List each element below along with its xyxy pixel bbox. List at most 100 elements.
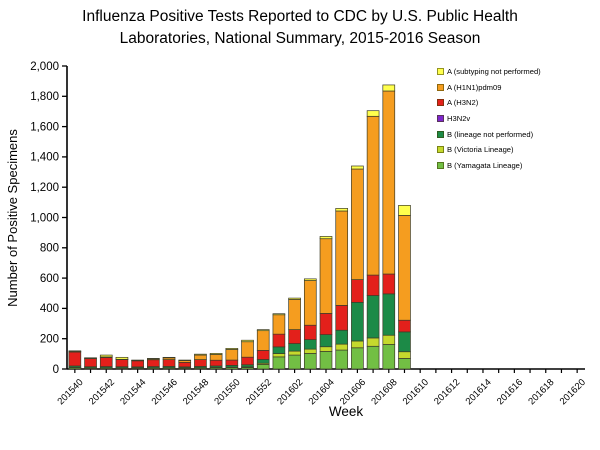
x-tick-label: 201602 bbox=[275, 377, 305, 407]
y-tick-label: 1,600 bbox=[30, 121, 59, 133]
bar-segment-201601 bbox=[272, 353, 286, 358]
legend-swatch bbox=[437, 99, 444, 107]
x-tick-label: 201546 bbox=[150, 377, 180, 407]
x-tick-label: 201542 bbox=[87, 377, 117, 407]
bar-segment-201601 bbox=[272, 333, 286, 348]
bar-segment-201602 bbox=[288, 329, 301, 344]
legend-item: B (Victoria Lineage) bbox=[437, 142, 541, 158]
legend-item: H3N2v bbox=[437, 111, 541, 127]
x-tick-label: 201618 bbox=[526, 377, 556, 407]
bar-segment-201545 bbox=[147, 359, 160, 367]
bar-segment-201609 bbox=[398, 351, 411, 359]
bar-segment-201608 bbox=[382, 90, 396, 275]
legend-swatch bbox=[437, 115, 444, 123]
y-tick-label: 1,400 bbox=[30, 152, 59, 164]
bar-segment-201606 bbox=[351, 279, 364, 303]
x-tick-label: 201614 bbox=[464, 377, 494, 407]
bar-segment-201608 bbox=[382, 273, 396, 295]
bar-segment-201604 bbox=[319, 334, 333, 348]
bar-segment-201605 bbox=[335, 210, 349, 306]
bar-segment-201541 bbox=[84, 358, 97, 368]
bar-segment-201602 bbox=[288, 350, 301, 356]
bar-segment-201546 bbox=[162, 359, 176, 367]
y-tick-label: 400 bbox=[40, 303, 59, 315]
chart-title-line2: Laboratories, National Summary, 2015-201… bbox=[119, 30, 481, 47]
bar-segment-201550 bbox=[225, 359, 239, 366]
legend-item: A (H3N2) bbox=[437, 95, 541, 111]
x-tick-label: 201550 bbox=[212, 377, 242, 407]
bar-segment-201602 bbox=[288, 299, 301, 330]
x-tick-label: 201544 bbox=[118, 377, 148, 407]
legend-label: A (H3N2) bbox=[447, 98, 479, 108]
x-tick-label: 201610 bbox=[401, 377, 431, 407]
bar-segment-201548 bbox=[194, 354, 207, 360]
bar-segment-201540 bbox=[68, 351, 82, 367]
bar-segment-201601 bbox=[272, 356, 286, 370]
bar-segment-201543 bbox=[115, 359, 129, 368]
bar-segment-201603 bbox=[303, 278, 317, 281]
bar-segment-201601 bbox=[272, 314, 286, 335]
legend-item: A (subtyping not performed) bbox=[437, 64, 541, 80]
bar-segment-201606 bbox=[351, 165, 364, 170]
bar-segment-201547 bbox=[178, 361, 192, 368]
chart-title-line1: Influenza Positive Tests Reported to CDC… bbox=[82, 8, 518, 25]
bar-segment-201605 bbox=[335, 208, 349, 212]
y-tick-label: 800 bbox=[40, 243, 59, 255]
bar-segment-201605 bbox=[335, 343, 349, 351]
y-tick-label: 1,000 bbox=[30, 212, 59, 224]
y-tick-label: 1,200 bbox=[30, 182, 59, 194]
chart-title: Influenza Positive Tests Reported to CDC… bbox=[0, 6, 600, 50]
bar-segment-201609 bbox=[398, 358, 411, 370]
legend-swatch bbox=[437, 161, 444, 169]
bar-segment-201609 bbox=[398, 319, 411, 333]
bar-segment-201603 bbox=[303, 280, 317, 326]
bar-segment-201604 bbox=[319, 346, 333, 352]
bar-segment-201603 bbox=[303, 353, 317, 370]
bar-segment-201604 bbox=[319, 238, 333, 314]
x-tick-label: 201612 bbox=[432, 377, 462, 407]
bar-segment-201608 bbox=[382, 334, 396, 345]
bar-segment-201544 bbox=[131, 360, 144, 368]
bar-segment-201607 bbox=[366, 110, 380, 117]
legend-label: B (Yamagata Lineage) bbox=[447, 160, 523, 170]
bar-segment-201542 bbox=[99, 357, 113, 367]
legend-item: A (H1N1)pdm09 bbox=[437, 80, 541, 96]
bar-segment-201606 bbox=[351, 168, 364, 280]
legend-item: B (lineage not performed) bbox=[437, 126, 541, 142]
legend-label: A (H1N1)pdm09 bbox=[447, 82, 502, 92]
bar-segment-201603 bbox=[303, 348, 317, 354]
legend-swatch bbox=[437, 68, 444, 76]
bar-segment-201607 bbox=[366, 337, 380, 347]
bar-segment-201606 bbox=[351, 347, 364, 370]
x-tick-label: 201604 bbox=[307, 377, 337, 407]
legend-label: B (lineage not performed) bbox=[447, 129, 534, 139]
bar-segment-201608 bbox=[382, 293, 396, 336]
bar-segment-201549 bbox=[209, 359, 223, 367]
bar-segment-201602 bbox=[288, 297, 301, 300]
bar-segment-201607 bbox=[366, 295, 380, 339]
bar-segment-201601 bbox=[272, 346, 286, 354]
bar-segment-201604 bbox=[319, 313, 333, 335]
y-tick-label: 2,000 bbox=[30, 61, 59, 73]
x-tick-label: 201552 bbox=[244, 377, 274, 407]
bar-segment-201549 bbox=[209, 353, 223, 355]
bar-segment-201549 bbox=[209, 354, 223, 361]
bar-segment-201548 bbox=[194, 359, 207, 367]
y-axis-title: Number of Positive Specimens bbox=[5, 129, 20, 307]
legend-swatch bbox=[437, 146, 444, 154]
legend-item: B (Yamagata Lineage) bbox=[437, 158, 541, 174]
legend-label: H3N2v bbox=[447, 114, 471, 124]
bar-segment-201602 bbox=[288, 343, 301, 352]
legend-label: A (subtyping not performed) bbox=[447, 67, 541, 77]
bar-segment-201605 bbox=[335, 305, 349, 331]
bar-segment-201552 bbox=[256, 329, 270, 332]
bar-segment-201606 bbox=[351, 340, 364, 349]
y-tick-label: 0 bbox=[53, 364, 59, 376]
bar-segment-201551 bbox=[241, 341, 254, 358]
bar-segment-201609 bbox=[398, 205, 411, 216]
x-tick-label: 201606 bbox=[338, 377, 368, 407]
chart-legend: A (subtyping not performed) A (H1N1)pdm09… bbox=[437, 64, 541, 173]
bar-segment-201604 bbox=[319, 236, 333, 240]
bar-segment-201551 bbox=[241, 356, 254, 366]
bar-segment-201543 bbox=[115, 356, 129, 360]
